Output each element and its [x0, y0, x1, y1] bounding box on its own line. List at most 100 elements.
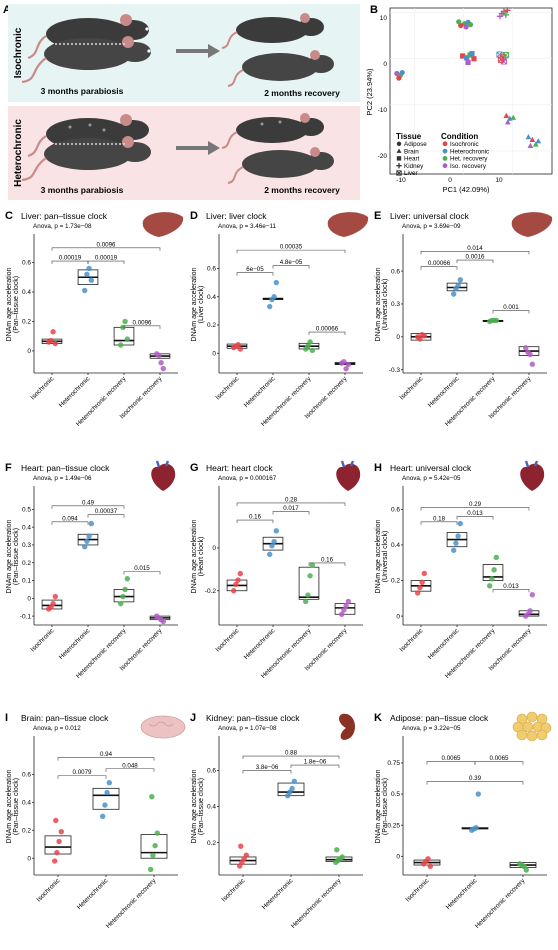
isochronic-parabiosis-mice-illustration [21, 14, 151, 84]
data-point [529, 592, 535, 598]
y-tick-label: 0.5 [22, 507, 31, 514]
comparison-bracket [474, 761, 524, 765]
data-point [455, 533, 461, 539]
y-tick-label: 0.6 [391, 268, 400, 275]
pca-point [399, 69, 405, 76]
data-point [303, 598, 309, 605]
box [298, 566, 320, 600]
comparison-bracket [123, 325, 161, 329]
y-axis-sublabel: (Universal clock) [382, 531, 389, 583]
y-tick-label: -0.3 [389, 367, 401, 374]
data-point [54, 849, 60, 856]
data-point [148, 866, 154, 873]
panel-label-d: D [190, 210, 198, 222]
panel-title: Heart: universal clock [390, 463, 472, 473]
data-point [421, 570, 427, 577]
comparison-pvalue: 0.0065 [490, 755, 509, 762]
x-tick-label: Heterochronic [243, 375, 277, 409]
pca-point [529, 136, 536, 142]
isochronic-row-label: Isochronic [13, 27, 24, 78]
data-point [343, 603, 349, 609]
comparison-pvalue: 0.0096 [133, 319, 152, 326]
data-point [341, 359, 347, 365]
heart-vessels-icon [524, 460, 539, 468]
y-axis-sublabel: (Pan–tissue clock) [13, 528, 20, 585]
comparison-bracket [456, 516, 494, 520]
pca-point [502, 11, 509, 19]
data-point [451, 291, 457, 297]
data-point [267, 303, 273, 310]
data-point [50, 600, 56, 607]
comparison-pvalue: 0.00019 [59, 255, 82, 262]
comparison-bracket [420, 521, 458, 525]
heterochronic-arrow [176, 141, 220, 155]
comparison-bracket [242, 755, 340, 760]
data-point [106, 780, 113, 786]
comparison-pvalue: 0.0065 [442, 755, 461, 762]
isochronic-recovery-mice-illustration [221, 13, 334, 87]
comparison-bracket [236, 272, 274, 276]
pca-point [503, 112, 510, 118]
adipose-icon [526, 730, 538, 742]
panel-j: J Kidney: pan–tissue clock Anova, p = 1.07… [190, 712, 363, 930]
data-point [237, 570, 243, 577]
pca-plot-frame [389, 7, 553, 175]
anova-pvalue: Anova, p = 3.22e−05 [402, 725, 461, 732]
panel-e: E Liver: universal clock Anova, p = 3.69e−… [374, 210, 553, 428]
comparison-pvalue: 0.18 [433, 515, 446, 522]
y-axis-sublabel: (Liver clock) [198, 286, 205, 324]
y-axis-sublabel: (Universal clock) [382, 279, 389, 331]
y-tick-label: 0 [27, 348, 31, 355]
panel-label-c: C [5, 210, 13, 222]
panel-label-b: B [370, 4, 378, 16]
panel-k: K Adipose: pan–tissue clock Anova, p = 3.2… [374, 711, 552, 930]
comparison-pvalue: 0.0079 [73, 769, 92, 776]
data-point [82, 544, 88, 550]
comparison-bracket [57, 775, 107, 779]
pca-point [510, 114, 517, 120]
data-point [158, 359, 164, 366]
comparison-pvalue: 0.015 [134, 565, 150, 572]
data-point [425, 856, 431, 862]
y-tick-label: 0.2 [22, 560, 31, 567]
brain-folds-icon [148, 721, 174, 727]
y-tick-label: 0.3 [22, 542, 31, 549]
y-axis-sublabel: (Heart clock) [198, 537, 205, 577]
y-axis-label: DNAm age acceleration [191, 769, 198, 843]
data-point [154, 830, 160, 836]
y-tick-label: 0 [212, 350, 216, 357]
data-point [267, 551, 273, 558]
data-point [475, 791, 481, 797]
data-point [58, 828, 64, 835]
pca-ytick-neg20: -20 [378, 153, 388, 160]
pca-plot: -10 0 10 PC1 (42.09%) -20 -10 0 10 PC2 (… [365, 7, 553, 194]
comparison-pvalue: 0.16 [249, 514, 262, 521]
x-tick-label: Isochronic [30, 375, 56, 401]
x-tick-label: Heterochronic [58, 375, 92, 409]
x-tick-label: Isochronic [399, 627, 425, 653]
heart-vessels-icon [340, 460, 355, 468]
data-point [527, 608, 533, 614]
comparison-pvalue: 0.0096 [97, 241, 116, 248]
data-point [233, 581, 239, 588]
x-tick-label: Heterochronic recovery [474, 877, 527, 930]
legend-tissue-title: Tissue [396, 132, 422, 141]
data-point [529, 361, 535, 367]
data-point [118, 342, 124, 348]
isochronic-arrow [176, 44, 220, 58]
comparison-pvalue: 3.8e−06 [256, 764, 279, 771]
comparison-pvalue: 0.16 [321, 556, 334, 563]
legend-tissue-symbol-kidney [396, 163, 402, 169]
data-point [457, 520, 463, 527]
heart-vessels-icon [155, 460, 170, 468]
comparison-bracket [105, 768, 155, 772]
y-axis-sublabel: (Pan–tissue clock) [13, 778, 20, 835]
pca-point [527, 142, 534, 148]
kidney-icon [339, 713, 356, 740]
x-tick-label: Isochronic [399, 375, 425, 401]
y-tick-label: 0.2 [22, 319, 31, 326]
schematic: Isochronic Heterochronic 3 months parabi… [8, 4, 360, 200]
data-point [341, 607, 347, 613]
data-point [419, 579, 425, 585]
